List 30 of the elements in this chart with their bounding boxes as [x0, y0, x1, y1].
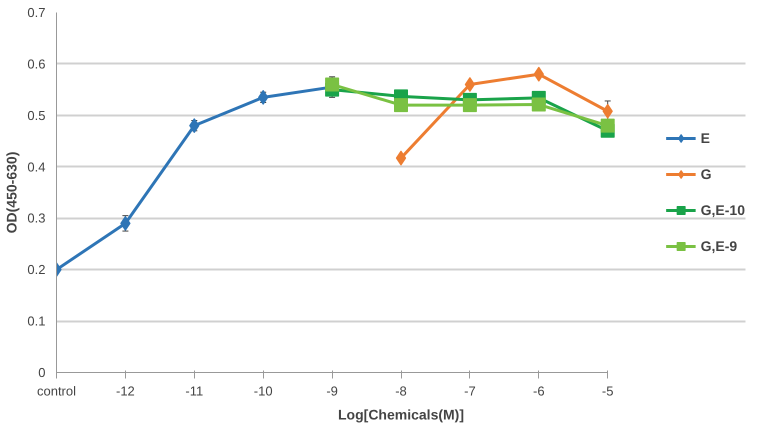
x-tick-label: -9 — [326, 384, 338, 398]
point — [532, 98, 546, 112]
y-tick-label: 0.5 — [27, 108, 46, 123]
point — [394, 98, 408, 112]
y-tick-label: 0.6 — [27, 56, 46, 72]
x-tick-label: -6 — [533, 384, 545, 398]
y-tick-label: 0 — [38, 365, 46, 380]
point — [464, 77, 476, 92]
legend-label: G,E-10 — [700, 202, 745, 218]
y-tick-label: 0.4 — [27, 159, 46, 174]
x-tick-label: control — [36, 384, 76, 398]
x-tick-label: -8 — [395, 384, 407, 398]
x-tick-label: -11 — [185, 384, 204, 398]
legend-label: E — [700, 130, 711, 146]
legend-label: G — [700, 166, 713, 182]
x-axis-title: Log[Chemicals(M)] — [338, 406, 464, 422]
y-tick-label: 0.1 — [27, 314, 46, 329]
y-tick-label: 0.3 — [27, 210, 46, 226]
legend-label: G,E-9 — [700, 238, 738, 254]
y-tick-label: 0.7 — [27, 5, 46, 20]
x-tick-label: -10 — [254, 384, 273, 398]
y-tick-label: 0.2 — [27, 262, 46, 278]
point — [325, 78, 340, 92]
y-axis-title: OD(450-630) — [3, 152, 20, 234]
x-tick-label: -12 — [116, 384, 135, 398]
point — [600, 118, 615, 133]
point — [396, 150, 406, 166]
x-tick-label: -5 — [602, 384, 614, 398]
point — [462, 98, 477, 112]
x-tick-label: -7 — [464, 384, 476, 398]
